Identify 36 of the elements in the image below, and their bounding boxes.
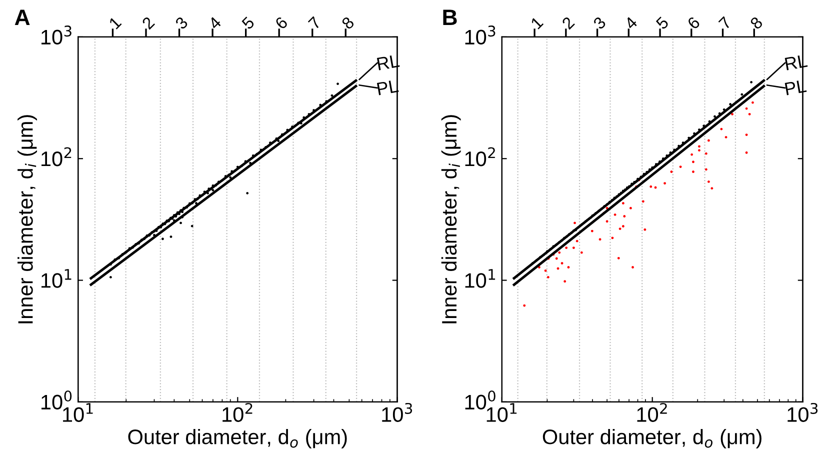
legend-label: RL [376, 54, 400, 70]
x2-tick-label: 1 [108, 16, 122, 30]
chart-title: B [443, 10, 457, 26]
chart-title: A [14, 10, 30, 26]
x2-tick-label: 4 [624, 16, 638, 30]
x2-tick-label: 5 [655, 16, 670, 30]
x2-tick-label: 2 [141, 16, 156, 30]
x2-tick-label: 6 [686, 16, 701, 30]
x2-tick-label: 3 [592, 16, 606, 30]
x2-tick-label: 5 [241, 16, 256, 30]
x2-tick-label: 7 [718, 16, 732, 30]
x2-tick-label: 3 [174, 16, 188, 30]
legend-label: PL [784, 80, 807, 96]
y-tick-label: 10$^{1}$ [42, 269, 72, 288]
x2-tick-label: 8 [749, 16, 764, 30]
x-axis-title: Outer diameter, d$_{o}$ (μm) [542, 429, 762, 448]
x2-tick-label: 2 [561, 16, 575, 30]
x-tick-label: 10$^{2}$ [222, 402, 252, 422]
x2-tick-label: 6 [274, 16, 288, 30]
y-axis-title: Inner diameter, d$_{i}$ (μm) [18, 115, 37, 324]
y-axis-title: Inner diameter, d$_{i}$ (μm) [441, 115, 461, 324]
x-tick-label: 10$^{3}$ [788, 402, 818, 422]
y-tick-label: 10$^{1}$ [465, 269, 496, 288]
y-tick-label: 10$^{2}$ [465, 147, 495, 166]
legend-label: PL [376, 80, 399, 96]
y-tick-label: 10$^{2}$ [42, 147, 72, 166]
y-tick-label: 10$^{3}$ [465, 26, 496, 45]
x-tick-label: 10$^{3}$ [382, 402, 412, 422]
x2-tick-label: 4 [208, 16, 222, 30]
legend-label: RL [784, 54, 808, 70]
x-axis-title: Outer diameter, d$_{o}$ (μm) [128, 429, 347, 448]
y-tick-label: 10$^{3}$ [42, 26, 72, 45]
x2-tick-label: 7 [308, 16, 322, 30]
x2-tick-label: 8 [340, 16, 355, 30]
x-tick-label: 10$^{2}$ [637, 402, 667, 422]
x2-tick-label: 1 [530, 16, 544, 30]
